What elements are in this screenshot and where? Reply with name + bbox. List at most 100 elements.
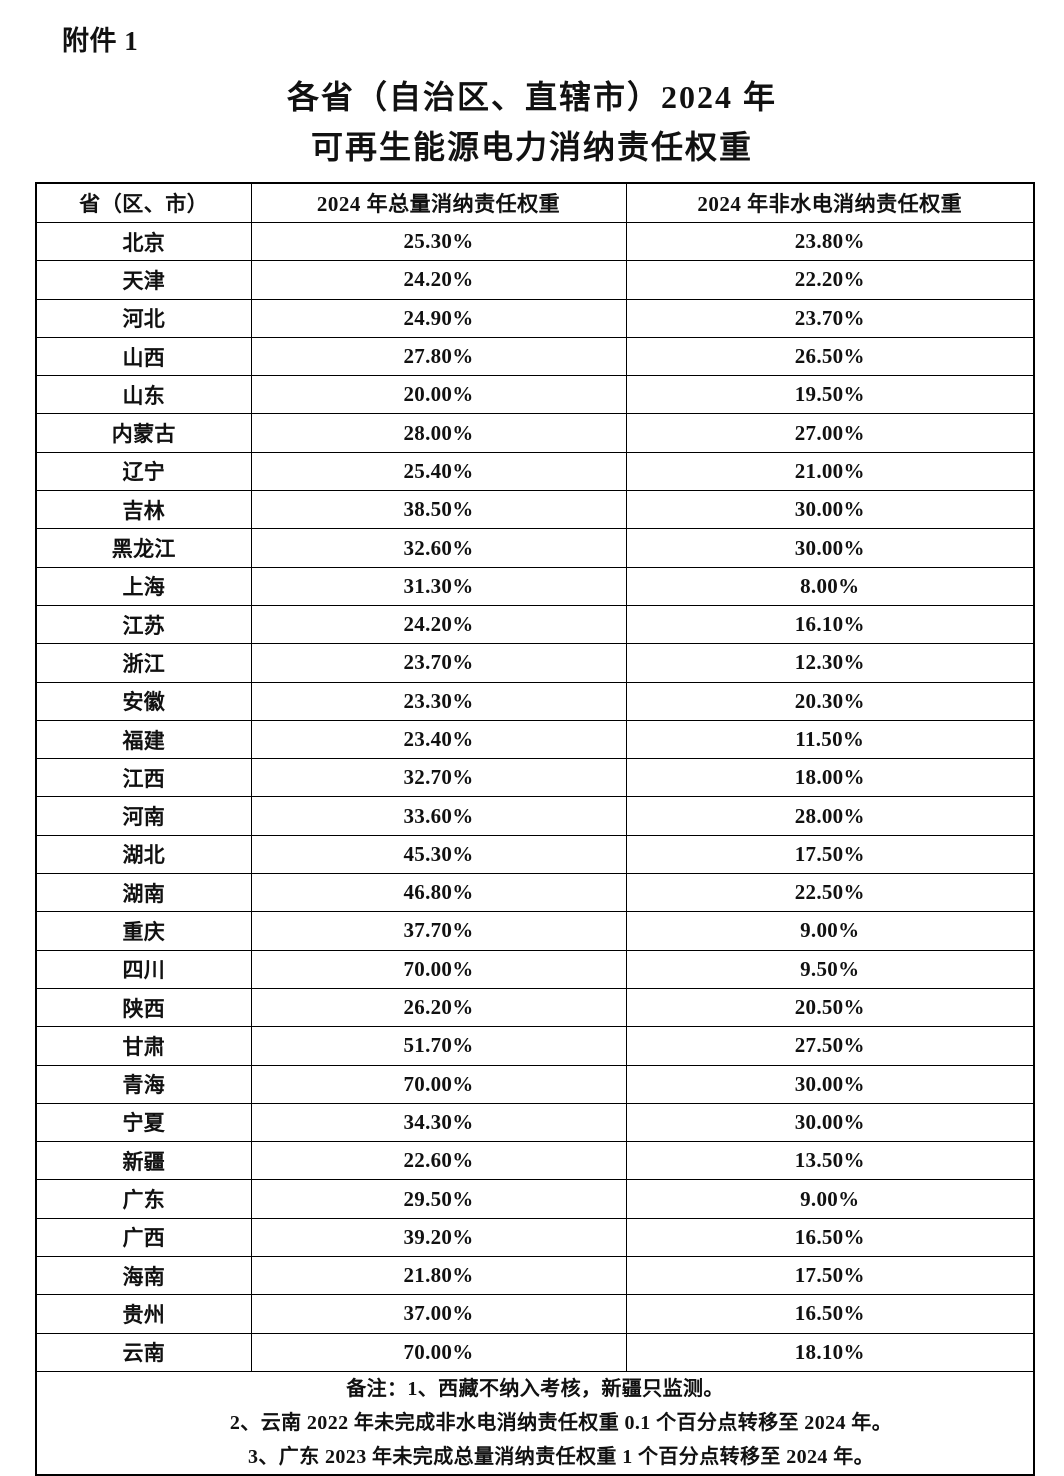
cell-province: 甘肃 [35, 1026, 252, 1066]
cell-nonhydro-weight: 17.50% [625, 834, 1035, 875]
cell-total-weight: 32.70% [250, 758, 627, 798]
cell-nonhydro-weight: 18.10% [625, 1332, 1035, 1372]
cell-province: 新疆 [35, 1141, 252, 1181]
cell-province: 浙江 [35, 643, 252, 683]
cell-nonhydro-weight: 19.50% [625, 375, 1035, 415]
column-header-nonhydro-weight: 2024 年非水电消纳责任权重 [625, 182, 1035, 223]
table-row: 甘肃 51.70% 27.50% [35, 1026, 1035, 1066]
cell-province: 山东 [35, 375, 252, 415]
cell-total-weight: 45.30% [250, 834, 627, 875]
cell-province: 宁夏 [35, 1102, 252, 1143]
cell-total-weight: 24.90% [250, 298, 627, 338]
cell-nonhydro-weight: 22.50% [625, 873, 1035, 913]
table-row: 江西 32.70% 18.00% [35, 758, 1035, 798]
table-row: 四川 70.00% 9.50% [35, 949, 1035, 989]
cell-nonhydro-weight: 16.50% [625, 1217, 1035, 1258]
table-row: 北京 25.30% 23.80% [35, 221, 1035, 262]
column-header-province: 省（区、市） [35, 182, 252, 223]
note-line: 3、广东 2023 年未完成总量消纳责任权重 1 个百分点转移至 2024 年。 [248, 1445, 874, 1468]
table-row: 山西 27.80% 26.50% [35, 336, 1035, 377]
cell-province: 云南 [35, 1332, 252, 1372]
table-row: 辽宁 25.40% 21.00% [35, 451, 1035, 492]
table-header: 省（区、市） 2024 年总量消纳责任权重 2024 年非水电消纳责任权重 [35, 182, 1035, 223]
table-row: 内蒙古 28.00% 27.00% [35, 413, 1035, 453]
cell-nonhydro-weight: 9.00% [625, 1179, 1035, 1219]
table-row: 海南 21.80% 17.50% [35, 1256, 1035, 1296]
page-title: 各省（自治区、直辖市）2024 年 可再生能源电力消纳责任权重 [0, 72, 1064, 172]
cell-province: 北京 [35, 221, 252, 262]
cell-nonhydro-weight: 23.80% [625, 221, 1035, 262]
cell-province: 吉林 [35, 490, 252, 530]
cell-total-weight: 26.20% [250, 987, 627, 1028]
table-row: 福建 23.40% 11.50% [35, 719, 1035, 760]
table-row: 广东 29.50% 9.00% [35, 1179, 1035, 1219]
table-row: 新疆 22.60% 13.50% [35, 1141, 1035, 1181]
cell-province: 江苏 [35, 604, 252, 645]
cell-total-weight: 70.00% [250, 1332, 627, 1372]
cell-total-weight: 70.00% [250, 949, 627, 989]
table-row: 广西 39.20% 16.50% [35, 1217, 1035, 1258]
table-row: 陕西 26.20% 20.50% [35, 987, 1035, 1028]
cell-province: 天津 [35, 260, 252, 300]
cell-province: 辽宁 [35, 451, 252, 492]
notes-row: 备注：1、西藏不纳入考核，新疆只监测。 2、云南 2022 年未完成非水电消纳责任… [35, 1370, 1035, 1476]
table-row: 宁夏 34.30% 30.00% [35, 1102, 1035, 1143]
cell-total-weight: 39.20% [250, 1217, 627, 1258]
cell-total-weight: 23.70% [250, 643, 627, 683]
cell-total-weight: 70.00% [250, 1064, 627, 1104]
cell-nonhydro-weight: 21.00% [625, 451, 1035, 492]
cell-nonhydro-weight: 18.00% [625, 758, 1035, 798]
table-row: 浙江 23.70% 12.30% [35, 643, 1035, 683]
table-row: 安徽 23.30% 20.30% [35, 681, 1035, 721]
cell-province: 安徽 [35, 681, 252, 721]
cell-nonhydro-weight: 30.00% [625, 1102, 1035, 1143]
cell-province: 内蒙古 [35, 413, 252, 453]
cell-nonhydro-weight: 16.50% [625, 1294, 1035, 1334]
cell-nonhydro-weight: 17.50% [625, 1256, 1035, 1296]
cell-nonhydro-weight: 23.70% [625, 298, 1035, 338]
table-row: 河南 33.60% 28.00% [35, 796, 1035, 836]
weights-table: 省（区、市） 2024 年总量消纳责任权重 2024 年非水电消纳责任权重 北京… [35, 182, 1035, 1476]
cell-province: 江西 [35, 758, 252, 798]
cell-province: 上海 [35, 566, 252, 606]
cell-total-weight: 38.50% [250, 490, 627, 530]
attachment-label: 附件 1 [62, 26, 139, 56]
cell-total-weight: 37.00% [250, 1294, 627, 1334]
cell-total-weight: 34.30% [250, 1102, 627, 1143]
table-footer: 备注：1、西藏不纳入考核，新疆只监测。 2、云南 2022 年未完成非水电消纳责任… [35, 1370, 1035, 1476]
table-row: 湖南 46.80% 22.50% [35, 873, 1035, 913]
cell-province: 广东 [35, 1179, 252, 1219]
cell-province: 贵州 [35, 1294, 252, 1334]
table-row: 贵州 37.00% 16.50% [35, 1294, 1035, 1334]
cell-province: 河北 [35, 298, 252, 338]
note-line: 备注：1、西藏不纳入考核，新疆只监测。 [346, 1377, 724, 1400]
cell-total-weight: 22.60% [250, 1141, 627, 1181]
table-row: 吉林 38.50% 30.00% [35, 490, 1035, 530]
cell-province: 福建 [35, 719, 252, 760]
table-row: 山东 20.00% 19.50% [35, 375, 1035, 415]
cell-total-weight: 32.60% [250, 528, 627, 568]
table-row: 天津 24.20% 22.20% [35, 260, 1035, 300]
cell-total-weight: 37.70% [250, 911, 627, 951]
cell-nonhydro-weight: 30.00% [625, 528, 1035, 568]
cell-total-weight: 24.20% [250, 260, 627, 300]
cell-nonhydro-weight: 13.50% [625, 1141, 1035, 1181]
cell-province: 河南 [35, 796, 252, 836]
cell-total-weight: 20.00% [250, 375, 627, 415]
table-body: 北京 25.30% 23.80% 天津 24.20% 22.20% 河北 24.90% 23.7… [35, 221, 1035, 1372]
cell-nonhydro-weight: 26.50% [625, 336, 1035, 377]
cell-total-weight: 21.80% [250, 1256, 627, 1296]
cell-province: 黑龙江 [35, 528, 252, 568]
cell-nonhydro-weight: 20.30% [625, 681, 1035, 721]
cell-total-weight: 29.50% [250, 1179, 627, 1219]
cell-nonhydro-weight: 9.00% [625, 911, 1035, 951]
cell-nonhydro-weight: 12.30% [625, 643, 1035, 683]
cell-nonhydro-weight: 30.00% [625, 490, 1035, 530]
cell-province: 湖南 [35, 873, 252, 913]
cell-total-weight: 23.30% [250, 681, 627, 721]
cell-total-weight: 28.00% [250, 413, 627, 453]
cell-total-weight: 24.20% [250, 604, 627, 645]
cell-total-weight: 25.40% [250, 451, 627, 492]
notes-cell: 备注：1、西藏不纳入考核，新疆只监测。 2、云南 2022 年未完成非水电消纳责任… [35, 1370, 1035, 1476]
